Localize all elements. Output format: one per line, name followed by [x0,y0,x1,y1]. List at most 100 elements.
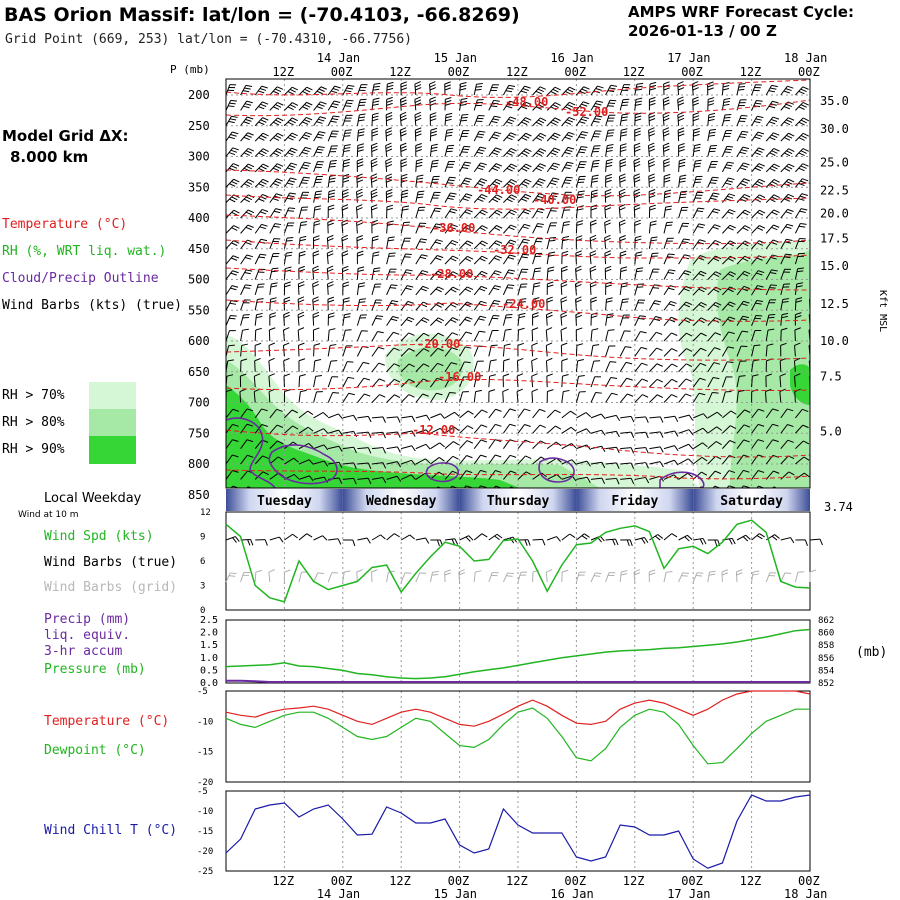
wind-barb [722,271,737,280]
barb-flag [606,149,613,153]
wind-barb [240,454,254,465]
barb-shaft [678,317,687,326]
barb-flag [262,148,269,152]
barb-shaft [575,299,577,311]
barb-flag [785,103,793,108]
surface-barb [255,539,268,546]
wind-barb [444,176,456,188]
barb-shaft [779,360,782,372]
barb-flag [727,227,734,231]
barb-flag [621,570,628,573]
barb-flag [635,100,642,103]
barb-flag [268,342,276,346]
wind-barb [707,112,716,126]
wind-barb [502,408,516,419]
barb-flag [298,284,305,288]
wind-barb [269,424,284,434]
barb-flag [462,113,469,116]
barb-flag [494,242,501,246]
wind-barb [415,143,422,157]
wind-barb [532,223,544,234]
barb-flag [275,135,282,139]
barb-flag [422,393,429,397]
barb-flag [316,106,323,110]
barb-shaft [560,330,563,342]
barb-shaft [678,348,687,357]
surface-barb [780,537,795,544]
barb-flag [464,161,472,164]
barb-flag [387,220,394,223]
barb-shaft [517,269,523,280]
barb-flag [620,573,628,576]
barb-flag [342,188,349,193]
barb-shaft [618,222,621,234]
barb-flag [453,441,460,446]
barb-flag [229,118,237,121]
wind-barb [707,332,721,342]
barb-flag [759,209,766,214]
surface-grid-barb [298,571,308,583]
barb-flag [400,142,407,146]
barb-shaft [254,455,263,465]
barb-flag [400,114,407,119]
barb-flag [699,377,706,381]
barb-flag [615,415,621,422]
barb-flag [688,429,694,436]
wind-barb [780,117,795,127]
barb-shaft [780,408,788,419]
barb-shaft [692,207,699,219]
barb-shaft [663,285,671,296]
wind-barb [327,281,334,295]
barb-shaft [707,572,710,583]
barb-flag [465,331,473,335]
barb-flag [595,392,602,394]
wind-barb [371,251,380,265]
barb-flag [344,313,351,316]
barb-flag [298,268,305,272]
barb-shaft [415,443,427,450]
barb-flag [798,198,805,201]
barb-flag [634,163,641,168]
barb-flag [819,458,824,462]
wind-barb [459,97,468,111]
wind-barb [473,162,487,173]
barb-flag [576,220,584,223]
wind-barb [254,268,266,280]
barb-flag [229,183,236,187]
wind-barb [517,193,532,203]
barb-flag [481,209,488,214]
barb-flag [380,534,386,540]
barb-flag [800,135,807,139]
wind-chill-label: Wind Chill T (°C) [44,823,178,838]
barb-flag [372,235,379,239]
barb-flag [458,569,465,573]
barb-flag [700,270,707,275]
barb-flag [283,299,291,303]
surface-grid-barb [678,572,689,583]
weekday-label: Friday [611,494,658,509]
barb-shaft [809,109,810,111]
barb-shaft [780,537,791,541]
barb-flag [269,312,277,316]
wind-barb [444,224,458,234]
bottom-time-tick: 12Z [623,874,645,888]
rh90-area-left [226,385,520,488]
barb-flag [554,147,561,151]
barb-flag [357,134,365,137]
wind-barb [342,329,352,342]
barb-flag [800,165,807,169]
barb-flag [444,569,451,573]
barb-flag [429,87,437,91]
barb-shaft [678,429,690,434]
barb-shaft [415,378,424,388]
wind-barb [488,285,501,296]
wind-barb [751,344,761,357]
barb-shaft [678,572,684,583]
barb-flag [232,147,239,151]
barb-flag [659,431,664,438]
barb-flag [276,193,283,197]
barb-flag [466,440,474,444]
pressure-tick-label: 500 [188,273,210,287]
barb-flag [345,102,353,105]
barb-shaft [488,315,494,326]
